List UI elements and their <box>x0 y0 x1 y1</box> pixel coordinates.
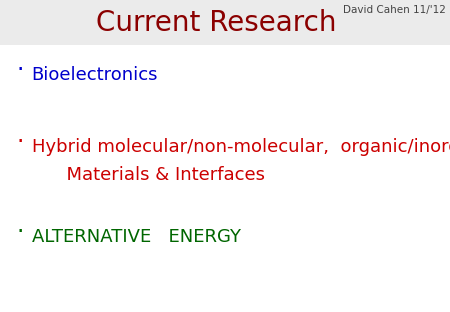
Text: ·: · <box>17 221 24 244</box>
Text: ·: · <box>17 130 24 154</box>
Text: Hybrid molecular/non-molecular,  organic/inorganic: Hybrid molecular/non-molecular, organic/… <box>32 138 450 156</box>
FancyBboxPatch shape <box>0 0 450 45</box>
Text: Bioelectronics: Bioelectronics <box>32 66 158 84</box>
Text: ALTERNATIVE   ENERGY: ALTERNATIVE ENERGY <box>32 228 240 246</box>
Text: Materials & Interfaces: Materials & Interfaces <box>32 166 265 184</box>
Text: David Cahen 11/'12: David Cahen 11/'12 <box>342 5 446 15</box>
Text: Current Research: Current Research <box>96 9 336 37</box>
Text: ·: · <box>17 58 24 82</box>
